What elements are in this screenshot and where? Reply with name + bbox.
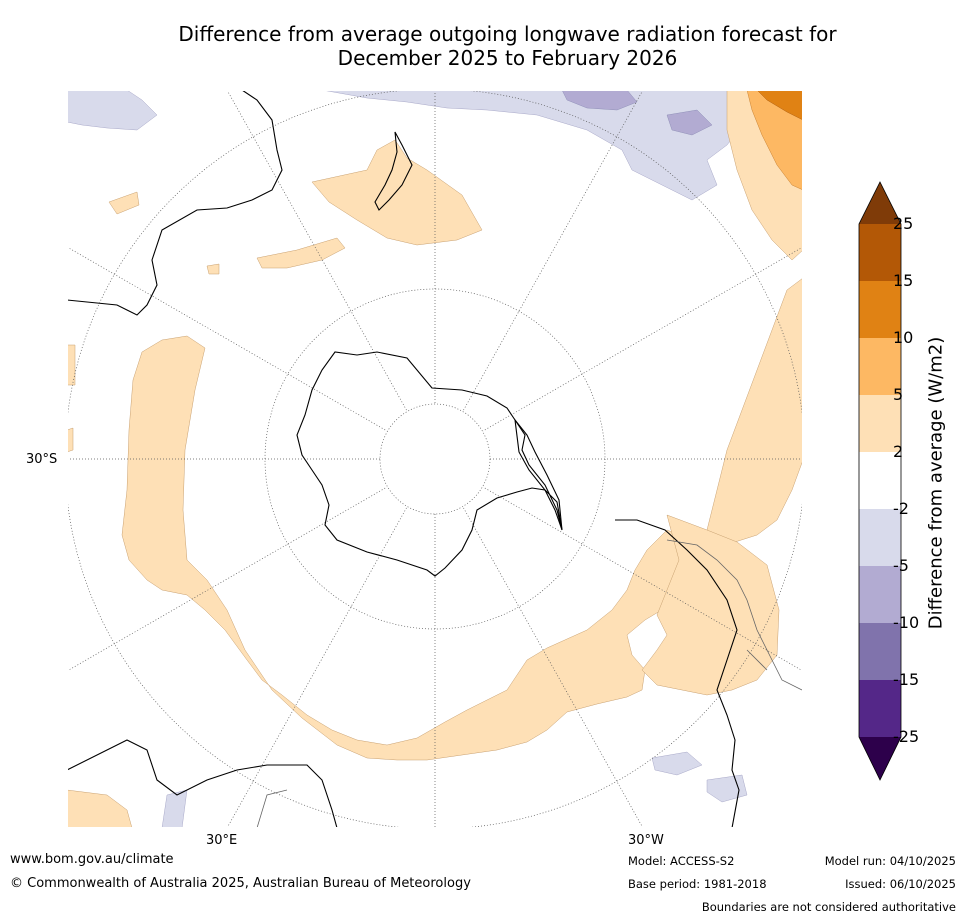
footer-base-period: Base period: 1981-2018 [628, 877, 767, 891]
footer-disclaimer: Boundaries are not considered authoritat… [701, 900, 956, 914]
footer-issued: Issued: 06/10/2025 [845, 877, 956, 891]
colorbar-tick-2: 2 [893, 442, 904, 461]
colorbar-tick-m5: -5 [893, 556, 909, 575]
africa-outline [67, 739, 338, 828]
colorbar-band-m2-m5 [859, 509, 901, 566]
colorbar-tick-10: 10 [893, 328, 914, 347]
footer-model: Model: ACCESS-S2 [628, 854, 735, 868]
south-america-outline [615, 519, 740, 828]
colorbar-tick-5: 5 [893, 385, 904, 404]
footer-copyright: © Commonwealth of Australia 2025, Austra… [10, 876, 471, 891]
lat-label-30s: 30°S [26, 452, 58, 467]
polar-map [67, 90, 803, 828]
colorbar-band-15-25 [859, 224, 901, 281]
colorbar-tick-m25: -25 [893, 727, 920, 746]
colorbar-band-2-5 [859, 395, 901, 452]
anomaly-area-purple-topleft [67, 90, 158, 131]
title-line-1: Difference from average outgoing longwav… [178, 22, 837, 46]
anomaly-area-purple-bottom [161, 751, 748, 828]
anomaly-area-peach-nz [311, 139, 483, 246]
lon-label-30e: 30°E [206, 833, 238, 848]
colorbar-band-5-10 [859, 338, 901, 395]
anomaly-area-peach-indian [121, 277, 803, 761]
graticule [67, 90, 803, 828]
colorbar-band-neutral [859, 452, 901, 509]
colorbar-title: Difference from average (W/m2) [925, 336, 947, 630]
colorbar-over-triangle [859, 182, 901, 224]
colorbar [858, 181, 902, 781]
coastlines [67, 90, 740, 828]
colorbar-band-m10-m15 [859, 623, 901, 680]
antarctic-peninsula [514, 418, 563, 531]
antarctica-outline [296, 351, 563, 577]
colorbar-band-m15-m25 [859, 680, 901, 737]
colorbar-outline [858, 181, 902, 781]
australia-outline [67, 90, 283, 316]
title-line-2: December 2025 to February 2026 [337, 46, 678, 70]
new-zealand-outline [374, 131, 413, 211]
anomaly-area-peach-left-edge [67, 344, 133, 828]
map-title: Difference from average outgoing longwav… [100, 22, 915, 70]
anomaly-area-purple-medium [561, 90, 713, 136]
colorbar-tick-25: 25 [893, 214, 914, 233]
colorbar-tick-m15: -15 [893, 670, 920, 689]
lon-label-30w: 30°W [628, 833, 664, 848]
anomaly-area-peach-pacific-small [108, 191, 346, 275]
footer-url: www.bom.gov.au/climate [10, 852, 174, 867]
anomaly-area-orange-topright [746, 90, 803, 191]
footer-model-run: Model run: 04/10/2025 [824, 854, 956, 868]
south-america-borders [256, 539, 803, 828]
colorbar-tick-m10: -10 [893, 613, 920, 632]
colorbar-band-10-15 [859, 281, 901, 338]
colorbar-band-m5-m10 [859, 566, 901, 623]
colorbar-under-triangle [859, 737, 901, 780]
colorbar-tick-m2: -2 [893, 499, 909, 518]
anomaly-area-darkorange-topright [756, 90, 803, 121]
colorbar-tick-15: 15 [893, 271, 914, 290]
anomaly-area-peach-south-atlantic [641, 514, 780, 696]
